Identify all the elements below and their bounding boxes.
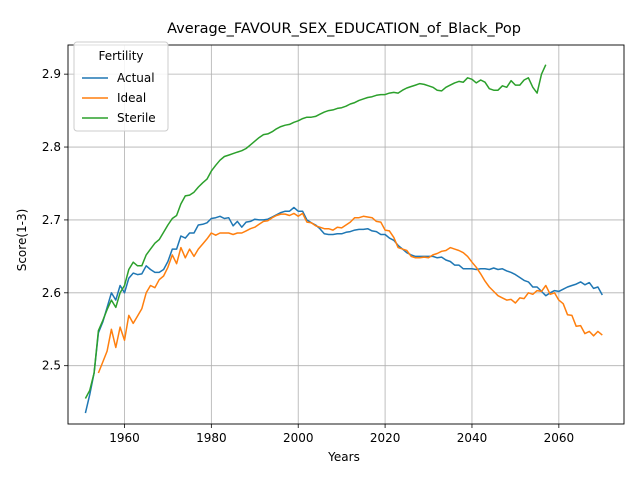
legend-label-actual: Actual	[117, 71, 155, 85]
x-tick-label: 2000	[283, 431, 314, 445]
x-axis-label: Years	[327, 450, 360, 464]
y-axis-label: Score(1-3)	[15, 209, 29, 272]
legend: Fertility Actual Ideal Sterile	[73, 41, 169, 132]
legend-label-sterile: Sterile	[117, 111, 156, 125]
gridlines	[68, 45, 624, 424]
x-tick-label: 1980	[196, 431, 227, 445]
series-lines	[84, 64, 603, 414]
series-line-ideal	[97, 212, 603, 374]
chart-title: Average_FAVOUR_SEX_EDUCATION_of_Black_Po…	[167, 21, 521, 37]
series-line-sterile	[84, 64, 547, 399]
plot-area-frame	[67, 44, 625, 425]
y-tick-label: 2.7	[42, 213, 61, 227]
legend-label-ideal: Ideal	[117, 91, 146, 105]
y-tick-label: 2.6	[42, 286, 61, 300]
series-line-actual	[84, 206, 603, 414]
x-tick-label: 2020	[370, 431, 401, 445]
y-tick-label: 2.5	[42, 359, 61, 373]
y-tick-label: 2.9	[42, 67, 61, 81]
legend-title: Fertility	[98, 49, 143, 63]
x-tick-label: 1960	[109, 431, 140, 445]
y-tick-label: 2.8	[42, 140, 61, 154]
x-tick-label: 2060	[544, 431, 575, 445]
legend-box	[73, 41, 169, 132]
x-tick-label: 2040	[457, 431, 488, 445]
axes: 1960 1980 2000 2020 2040 2060 2.5 2.6 2.7 2.8 2.9	[42, 67, 574, 445]
